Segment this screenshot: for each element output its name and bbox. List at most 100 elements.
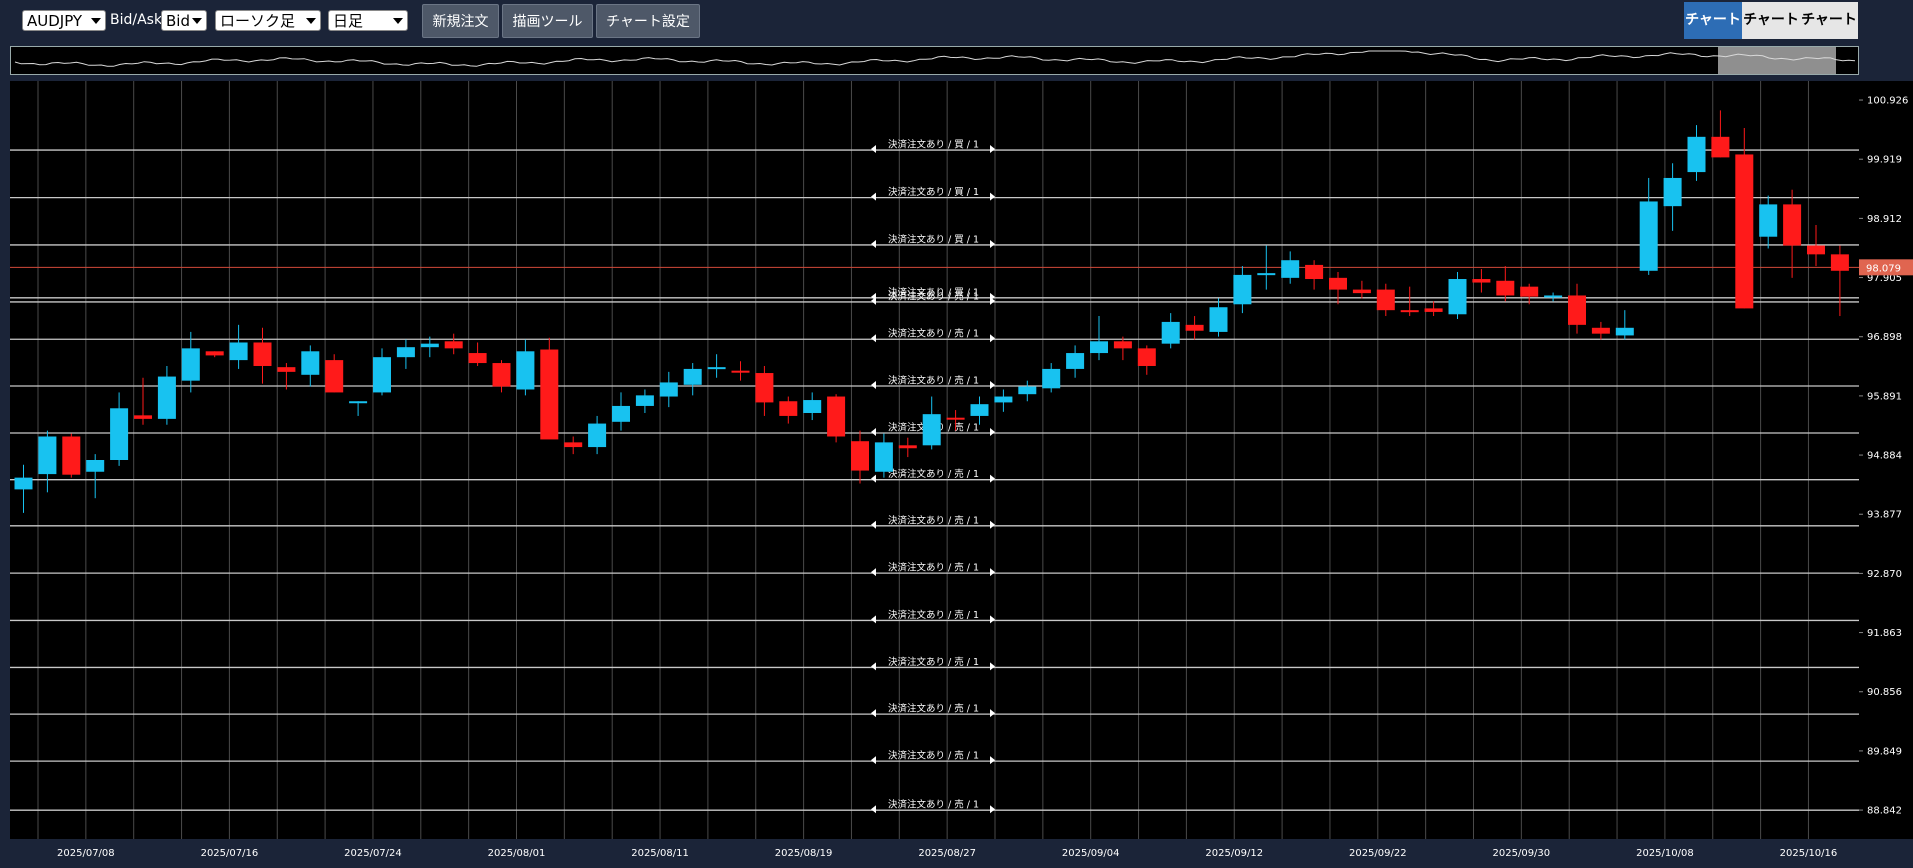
order-line-label[interactable]: 決済注文あり / 売 / 1 [871, 328, 995, 343]
candle[interactable] [1281, 251, 1300, 284]
candle[interactable] [1687, 125, 1706, 181]
candle[interactable] [301, 345, 320, 387]
candle[interactable] [612, 392, 630, 431]
arrow-right-icon[interactable] [990, 520, 995, 529]
candle[interactable] [731, 361, 750, 381]
candle[interactable] [779, 396, 798, 424]
candle[interactable] [38, 430, 57, 493]
candle[interactable] [1663, 163, 1682, 231]
timeframe-select[interactable]: 日足 [328, 10, 408, 31]
candle[interactable] [420, 336, 439, 358]
order-line-label[interactable]: 決済注文あり / 売 / 1 [871, 468, 995, 483]
candle[interactable] [1472, 269, 1491, 293]
candle[interactable] [1591, 321, 1610, 340]
candle[interactable] [1639, 177, 1658, 275]
candle[interactable] [1615, 310, 1634, 340]
drawing-tool-button[interactable]: 描画ツール [502, 4, 593, 38]
arrow-right-icon[interactable] [990, 192, 995, 201]
arrow-right-icon[interactable] [990, 427, 995, 436]
candlestick-chart[interactable]: 決済注文あり / 買 / 1 決済注文あり / 買 / 1 決済注文あり / 買 /… [10, 81, 1859, 839]
candle[interactable] [1496, 266, 1515, 302]
new-order-button[interactable]: 新規注文 [422, 4, 499, 38]
tab-chart-3[interactable]: チャート3 [1800, 2, 1858, 65]
candle[interactable] [683, 363, 702, 396]
arrow-left-icon[interactable] [871, 427, 876, 436]
arrow-left-icon[interactable] [871, 756, 876, 765]
arrow-right-icon[interactable] [990, 239, 995, 248]
candle[interactable] [922, 396, 941, 450]
candle[interactable] [110, 392, 129, 466]
candle[interactable] [444, 333, 463, 355]
candle[interactable] [396, 339, 415, 369]
candle[interactable] [134, 377, 152, 425]
candle[interactable] [253, 327, 272, 384]
arrow-left-icon[interactable] [871, 805, 876, 814]
candle[interactable] [1066, 345, 1085, 378]
arrow-left-icon[interactable] [871, 520, 876, 529]
arrow-right-icon[interactable] [990, 474, 995, 483]
chart-plot-area[interactable]: 決済注文あり / 買 / 1 決済注文あり / 買 / 1 決済注文あり / 買 /… [10, 81, 1859, 839]
candle[interactable] [1233, 266, 1252, 314]
tab-chart-1[interactable]: チャート1 [1684, 2, 1742, 65]
candle[interactable] [1711, 110, 1730, 158]
candle[interactable] [1448, 271, 1467, 319]
candle[interactable] [994, 389, 1013, 412]
navigator-window[interactable] [1718, 47, 1836, 75]
candle[interactable] [229, 324, 248, 369]
candle[interactable] [803, 392, 822, 421]
candle[interactable] [755, 365, 774, 416]
candle[interactable] [851, 430, 869, 484]
candle[interactable] [62, 433, 81, 478]
candle[interactable] [946, 410, 965, 431]
order-line-label[interactable]: 決済注文あり / 売 / 1 [871, 750, 995, 765]
candle[interactable] [516, 339, 535, 396]
candle[interactable] [181, 331, 200, 393]
arrow-right-icon[interactable] [990, 615, 995, 624]
candle[interactable] [1830, 245, 1849, 317]
chart-navigator[interactable] [10, 46, 1859, 75]
arrow-left-icon[interactable] [871, 145, 876, 154]
bidask-select[interactable]: Bid [161, 10, 207, 31]
order-line-label[interactable]: 決済注文あり / 売 / 1 [871, 562, 995, 577]
candle[interactable] [970, 396, 989, 425]
candle[interactable] [1807, 224, 1825, 267]
candle[interactable] [1018, 380, 1037, 402]
arrow-right-icon[interactable] [990, 380, 995, 389]
arrow-left-icon[interactable] [871, 474, 876, 483]
order-line-label[interactable]: 決済注文あり / 買 / 1 [871, 233, 995, 248]
tab-chart-2[interactable]: チャート2 [1742, 2, 1800, 65]
candle[interactable] [827, 394, 846, 443]
order-line-label[interactable]: 決済注文あり / 買 / 1 [871, 186, 995, 201]
candle[interactable] [468, 342, 487, 366]
candle[interactable] [1400, 286, 1419, 317]
arrow-left-icon[interactable] [871, 380, 876, 389]
candle[interactable] [1137, 345, 1156, 375]
candle[interactable] [1185, 316, 1204, 340]
candle[interactable] [588, 415, 607, 455]
chart-type-select[interactable]: ローソク足 [215, 10, 321, 31]
candle[interactable] [373, 348, 391, 396]
order-line-label[interactable]: 決済注文あり / 売 / 1 [871, 609, 995, 624]
candle[interactable] [1568, 283, 1586, 334]
candle[interactable] [1161, 313, 1180, 349]
arrow-right-icon[interactable] [990, 756, 995, 765]
candle[interactable] [659, 371, 678, 408]
candle[interactable] [1783, 189, 1802, 278]
candle[interactable] [898, 437, 917, 458]
order-line-label[interactable]: 決済注文あり / 売 / 1 [871, 656, 995, 671]
order-line-label[interactable]: 決済注文あり / 売 / 1 [871, 514, 995, 529]
candle[interactable] [874, 433, 893, 478]
candle[interactable] [86, 454, 105, 499]
candle[interactable] [277, 363, 296, 390]
order-line-label[interactable]: 決済注文あり / 売 / 1 [871, 799, 995, 814]
candle[interactable] [1257, 245, 1276, 290]
order-line-label[interactable]: 決済注文あり / 売 / 1 [871, 703, 995, 718]
arrow-right-icon[interactable] [990, 709, 995, 718]
candle[interactable] [14, 464, 33, 513]
arrow-left-icon[interactable] [871, 334, 876, 343]
candle[interactable] [157, 365, 176, 425]
arrow-right-icon[interactable] [990, 334, 995, 343]
arrow-right-icon[interactable] [990, 662, 995, 671]
arrow-right-icon[interactable] [990, 568, 995, 577]
arrow-left-icon[interactable] [871, 615, 876, 624]
